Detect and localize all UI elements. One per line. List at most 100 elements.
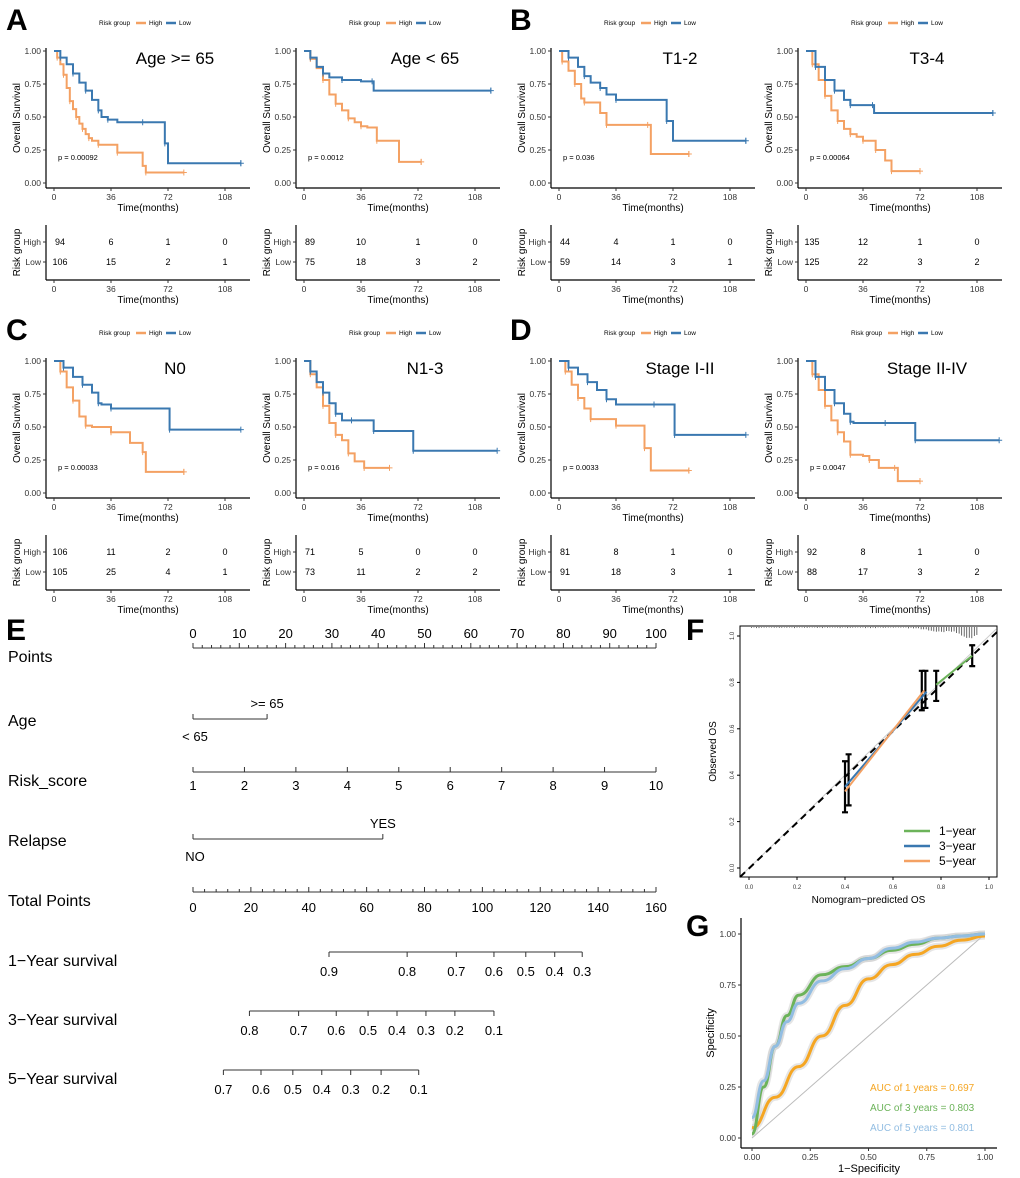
subgroup-title: Age < 65 [391, 49, 460, 68]
panel-label-c: C [6, 314, 28, 347]
y-tick-label: 0.50 [274, 112, 291, 122]
y-tick-label: 0.00 [529, 488, 546, 498]
risk-count: 92 [807, 547, 817, 557]
points-tick-label: 30 [325, 626, 339, 641]
risk-count: 15 [106, 257, 116, 267]
y-tick-label: 0.50 [719, 1031, 736, 1041]
y-tick-label: 0.25 [24, 455, 41, 465]
x-tick-label: 0.75 [918, 1152, 935, 1162]
x-tick-label: 36 [611, 192, 621, 202]
x-axis-label: 1−Specificity [838, 1163, 901, 1175]
y-tick-label: 0.75 [24, 389, 41, 399]
legend-label-high: High [901, 20, 915, 27]
x-tick-label: 108 [218, 502, 232, 512]
total-points-tick-label: 60 [359, 900, 373, 915]
risk-x-tick-label: 72 [668, 284, 678, 294]
survival-tick-label: 0.7 [290, 1023, 308, 1038]
risk-count: 1 [670, 547, 675, 557]
risk-row-label-high: High [529, 237, 547, 247]
risk-count: 10 [356, 237, 366, 247]
censor-mark-end [996, 437, 1002, 443]
risk-x-axis-label: Time(months) [117, 295, 178, 306]
x-tick-label: 108 [218, 192, 232, 202]
x-tick-label: 0 [804, 192, 809, 202]
y-tick-label: 0.00 [274, 488, 291, 498]
km-legend: Risk group High Low [99, 330, 191, 337]
censor-mark-end [686, 468, 692, 474]
calibration-line-5yr [845, 691, 924, 792]
total-points-tick-label: 160 [645, 900, 667, 915]
y-axis-label: Overall Survival [12, 83, 23, 153]
risk-x-tick-label: 108 [218, 594, 232, 604]
x-tick-label: 72 [668, 502, 678, 512]
auc-label: AUC of 3 years = 0.803 [870, 1103, 975, 1114]
nomogram-row-label: 5−Year survival [8, 1071, 117, 1088]
points-tick-label: 90 [602, 626, 616, 641]
y-tick-label: 0.75 [274, 79, 291, 89]
p-value: p = 0.036 [563, 153, 595, 162]
risk-count: 135 [804, 237, 819, 247]
y-tick-label: 1.00 [24, 356, 41, 366]
risk-row-label-high: High [24, 547, 42, 557]
total-points-tick-label: 20 [244, 900, 258, 915]
calibration-plot: 0.0 0.2 0.4 0.6 0.8 1.0 0.0 0.2 0.4 0.6 0.8 1.0 Nomo… [708, 626, 997, 906]
risk-score-tick-label: 10 [649, 778, 663, 793]
risk-count: 71 [305, 547, 315, 557]
legend-label-high: High [149, 20, 163, 27]
survival-tick-label: 0.5 [517, 964, 535, 979]
risk-count: 2 [472, 567, 477, 577]
subgroup-title: T1-2 [663, 49, 698, 68]
y-tick-label: 1.00 [274, 46, 291, 56]
risk-count: 2 [165, 547, 170, 557]
y-tick-label: 0.25 [274, 145, 291, 155]
risk-count: 5 [358, 547, 363, 557]
x-tick-label: 108 [723, 502, 737, 512]
risk-x-tick-label: 72 [413, 594, 423, 604]
y-axis-label: Overall Survival [262, 83, 273, 153]
km-legend: Risk group High Low [349, 330, 441, 337]
km-panel-7: Risk group High Low0.000.250.500.751.000 36… [764, 330, 1002, 616]
risk-x-tick-label: 36 [858, 594, 868, 604]
risk-count: 0 [472, 237, 477, 247]
legend-label-low: Low [179, 330, 191, 337]
km-legend: Risk group High Low [851, 330, 943, 337]
y-tick-label: 0.00 [274, 178, 291, 188]
censor-mark-end [917, 478, 923, 484]
risk-count: 18 [611, 567, 621, 577]
nomogram-row-label: Total Points [8, 893, 91, 910]
risk-count: 3 [670, 257, 675, 267]
y-tick-label: 0.25 [274, 455, 291, 465]
nomogram-row-label: 3−Year survival [8, 1012, 117, 1029]
points-tick-label: 10 [232, 626, 246, 641]
points-tick-label: 60 [464, 626, 478, 641]
risk-count: 3 [917, 567, 922, 577]
x-tick-label: 0 [302, 192, 307, 202]
subgroup-title: Stage I-II [646, 359, 715, 378]
panel-label-f: F [686, 614, 704, 647]
legend-label-high: High [149, 330, 163, 337]
y-tick-label: 0.00 [24, 488, 41, 498]
panel-label-a: A [6, 4, 28, 37]
risk-x-axis-label: Time(months) [367, 295, 428, 306]
survival-tick-label: 0.2 [372, 1082, 390, 1097]
risk-count: 0 [222, 547, 227, 557]
level-label: < 65 [182, 729, 208, 744]
y-axis-label: Overall Survival [517, 83, 528, 153]
risk-row-label-low: Low [275, 567, 291, 577]
risk-count: 12 [858, 237, 868, 247]
risk-x-tick-label: 72 [413, 284, 423, 294]
auc-label: AUC of 1 years = 0.697 [870, 1083, 975, 1094]
x-tick-label: 108 [468, 502, 482, 512]
x-axis-label: Nomogram−predicted OS [812, 895, 926, 906]
nomogram-row-label: 1−Year survival [8, 953, 117, 970]
risk-score-tick-label: 1 [189, 778, 196, 793]
survival-tick-label: 0.3 [573, 964, 591, 979]
risk-x-tick-label: 0 [804, 284, 809, 294]
y-tick-label: 0.25 [776, 145, 793, 155]
x-tick-label: 36 [106, 502, 116, 512]
risk-x-tick-label: 36 [106, 594, 116, 604]
risk-row-label-low: Low [25, 257, 41, 267]
x-tick-label: 36 [858, 192, 868, 202]
risk-x-tick-label: 36 [858, 284, 868, 294]
km-panel-3: Risk group High Low0.000.250.500.751.000 36… [764, 20, 1002, 306]
